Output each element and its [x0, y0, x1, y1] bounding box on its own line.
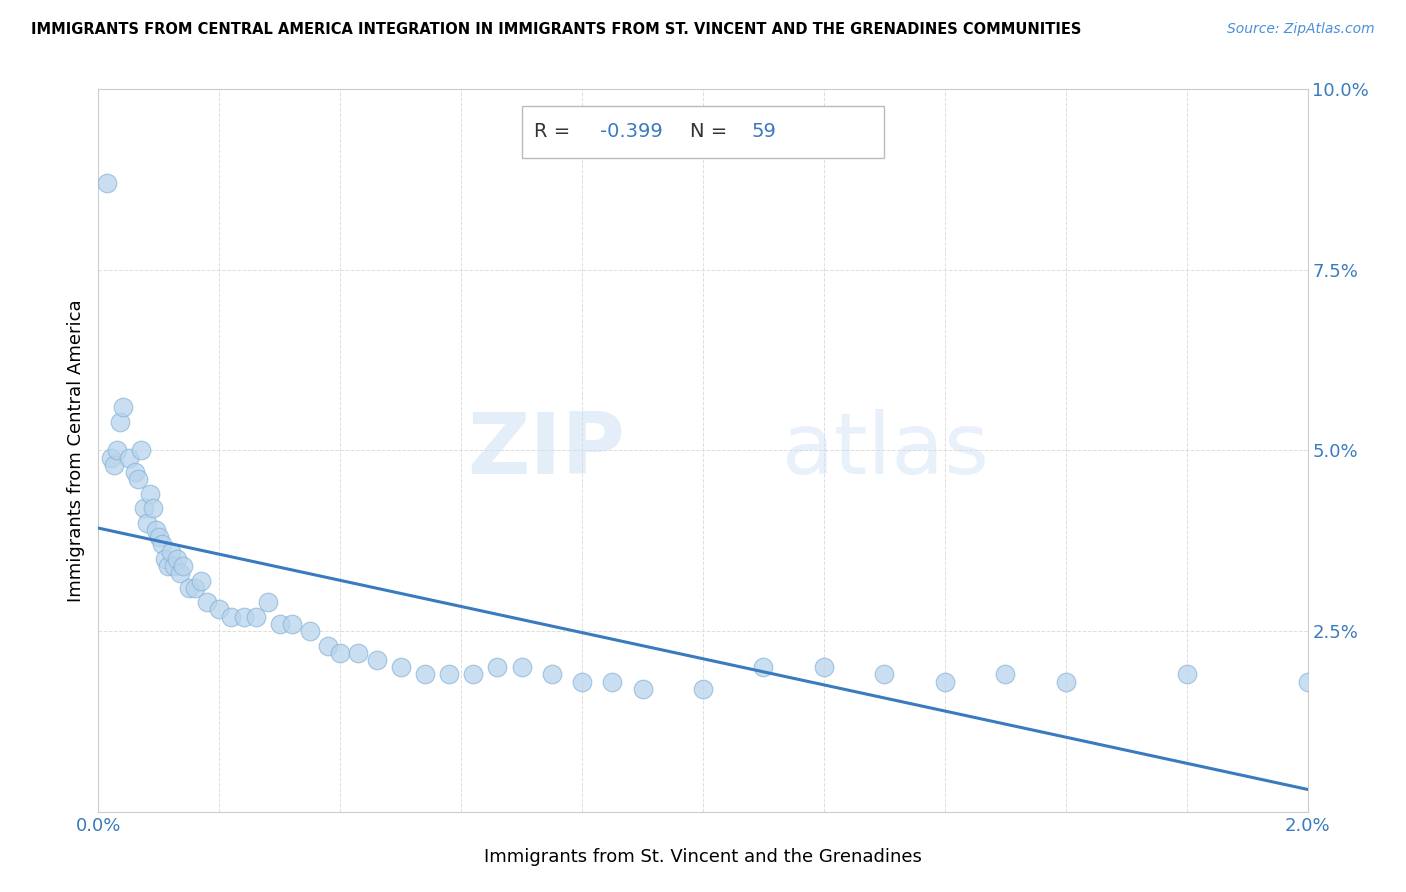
Text: atlas: atlas: [782, 409, 990, 492]
Point: [127, 472, 149, 486]
Point: [994, 667, 1017, 681]
Point: [169, 566, 191, 581]
Point: [269, 616, 291, 631]
Point: [103, 458, 125, 472]
Point: [100, 450, 122, 465]
Point: [156, 559, 179, 574]
Point: [1054, 674, 1077, 689]
Point: [366, 653, 388, 667]
Point: [221, 609, 243, 624]
Text: N =: N =: [690, 121, 734, 141]
Point: [510, 660, 533, 674]
Point: [105, 443, 128, 458]
Point: [281, 616, 304, 631]
Text: IMMIGRANTS FROM CENTRAL AMERICA INTEGRATION IN IMMIGRANTS FROM ST. VINCENT AND T: IMMIGRANTS FROM CENTRAL AMERICA INTEGRAT…: [31, 22, 1081, 37]
Text: ZIP: ZIP: [467, 409, 624, 492]
Point: [463, 667, 485, 681]
Text: R =: R =: [533, 121, 576, 141]
Point: [118, 450, 141, 465]
Point: [389, 660, 412, 674]
Point: [148, 530, 170, 544]
Point: [299, 624, 322, 639]
Point: [329, 646, 352, 660]
Point: [347, 646, 370, 660]
Point: [190, 574, 212, 588]
Point: [813, 660, 835, 674]
Point: [195, 595, 218, 609]
Point: [602, 674, 624, 689]
Point: [145, 523, 167, 537]
Y-axis label: Immigrants from Central America: Immigrants from Central America: [66, 299, 84, 602]
Point: [179, 581, 201, 595]
Point: [124, 465, 146, 479]
Point: [172, 559, 194, 574]
Point: [166, 551, 188, 566]
Point: [111, 400, 134, 414]
Text: Source: ZipAtlas.com: Source: ZipAtlas.com: [1227, 22, 1375, 37]
Point: [96, 176, 118, 190]
Point: [184, 581, 207, 595]
Point: [692, 681, 714, 696]
Point: [153, 551, 176, 566]
Point: [150, 537, 173, 551]
Point: [486, 660, 509, 674]
Point: [752, 660, 775, 674]
Point: [437, 667, 460, 681]
Point: [208, 602, 231, 616]
Text: 59: 59: [751, 121, 776, 141]
Point: [1296, 674, 1319, 689]
Point: [232, 609, 254, 624]
Point: [132, 501, 155, 516]
Point: [631, 681, 654, 696]
Point: [129, 443, 152, 458]
Point: [413, 667, 436, 681]
Point: [1175, 667, 1198, 681]
Point: [135, 516, 157, 530]
Point: [873, 667, 896, 681]
Point: [108, 415, 131, 429]
Point: [139, 487, 162, 501]
Point: [163, 559, 186, 574]
Point: [571, 674, 593, 689]
X-axis label: Immigrants from St. Vincent and the Grenadines: Immigrants from St. Vincent and the Gren…: [484, 848, 922, 866]
Point: [934, 674, 956, 689]
Point: [540, 667, 562, 681]
Point: [256, 595, 278, 609]
Point: [160, 544, 183, 558]
Point: [316, 639, 339, 653]
Point: [245, 609, 267, 624]
FancyBboxPatch shape: [522, 106, 884, 158]
Point: [142, 501, 165, 516]
Text: -0.399: -0.399: [600, 121, 664, 141]
